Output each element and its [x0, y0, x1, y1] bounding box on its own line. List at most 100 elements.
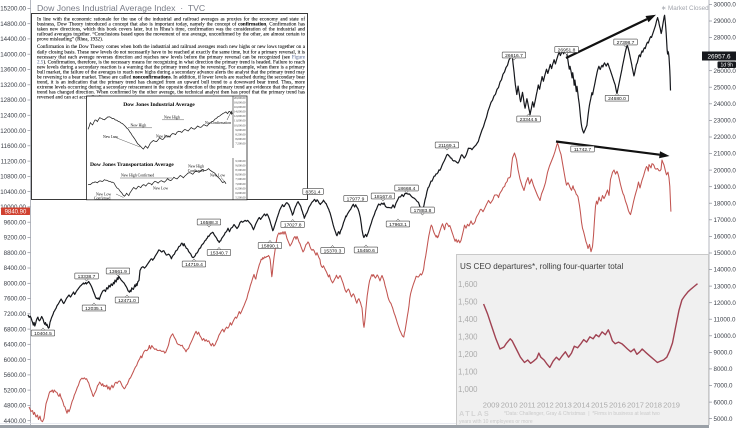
svg-text:15450.6: 15450.6: [357, 248, 375, 254]
svg-text:6000.00: 6000.00: [4, 357, 27, 364]
svg-text:8,500.00: 8,500.00: [235, 132, 246, 136]
svg-text:6400.00: 6400.00: [4, 342, 27, 349]
svg-text:18000.0: 18000.0: [714, 200, 736, 207]
svg-text:5,500.00: 5,500.00: [235, 195, 246, 199]
svg-text:13600.00: 13600.00: [0, 67, 26, 74]
svg-text:24000.0: 24000.0: [714, 101, 736, 108]
svg-text:8,000.00: 8,000.00: [235, 173, 246, 177]
svg-text:23344.5: 23344.5: [520, 117, 538, 123]
svg-text:21000.0: 21000.0: [714, 151, 736, 158]
svg-text:26951.8: 26951.8: [558, 47, 576, 53]
svg-text:11,000.00: 11,000.00: [234, 119, 246, 123]
svg-text:16000.0: 16000.0: [714, 234, 736, 241]
svg-text:18167.6: 18167.6: [374, 194, 392, 200]
svg-text:8,000.00: 8,000.00: [235, 137, 246, 141]
svg-text:12471.0: 12471.0: [118, 298, 136, 304]
svg-text:14000.00: 14000.00: [0, 51, 26, 58]
svg-text:9,000.00: 9,000.00: [235, 164, 246, 168]
svg-text:12800.00: 12800.00: [0, 97, 26, 104]
svg-text:17883.8: 17883.8: [414, 208, 432, 214]
svg-text:10000.0: 10000.0: [714, 333, 736, 340]
svg-text:1,500: 1,500: [458, 297, 478, 306]
svg-text:7000.0: 7000.0: [714, 383, 733, 390]
svg-text:New Low: New Low: [156, 134, 171, 138]
svg-text:12000.0: 12000.0: [714, 300, 736, 307]
svg-text:4800.00: 4800.00: [4, 403, 27, 410]
svg-text:New High: New High: [131, 124, 147, 128]
svg-text:12,000.00: 12,000.00: [234, 114, 246, 118]
svg-text:New High Confirmed: New High Confirmed: [121, 174, 154, 178]
svg-text:1,000: 1,000: [458, 385, 478, 394]
svg-text:11742.7: 11742.7: [574, 147, 592, 153]
svg-text:2013: 2013: [555, 400, 572, 409]
svg-text:17963.1: 17963.1: [389, 222, 407, 228]
svg-text:23000.0: 23000.0: [714, 118, 736, 125]
svg-text:12000.00: 12000.00: [0, 128, 26, 135]
svg-text:13200.00: 13200.00: [0, 82, 26, 89]
svg-text:New Low: New Low: [103, 135, 118, 139]
svg-text:14800.00: 14800.00: [0, 21, 26, 28]
svg-text:2012: 2012: [537, 400, 554, 409]
svg-text:17027.8: 17027.8: [284, 222, 302, 228]
svg-text:17977.9: 17977.9: [347, 196, 365, 202]
svg-text:11200.00: 11200.00: [1, 158, 27, 165]
svg-text:Confirmed: Confirmed: [188, 169, 205, 173]
svg-text:18668.4: 18668.4: [398, 186, 416, 192]
svg-text:14000.0: 14000.0: [714, 267, 736, 274]
svg-text:11000.0: 11000.0: [714, 316, 736, 323]
svg-text:1d 9h: 1d 9h: [720, 63, 733, 69]
svg-text:2009: 2009: [483, 400, 500, 409]
svg-text:New High: New High: [188, 165, 204, 169]
svg-text:New Low: New Low: [96, 193, 111, 197]
svg-text:7,000.00: 7,000.00: [235, 182, 246, 186]
svg-text:15890.1: 15890.1: [261, 243, 279, 249]
svg-text:1,300: 1,300: [458, 332, 478, 341]
svg-text:5600.00: 5600.00: [4, 372, 27, 379]
svg-text:10800.00: 10800.00: [0, 174, 26, 181]
svg-text:14719.4: 14719.4: [185, 262, 203, 268]
svg-text:7600.00: 7600.00: [4, 296, 27, 303]
svg-text:4400.00: 4400.00: [4, 418, 27, 425]
svg-text:9,500.00: 9,500.00: [235, 159, 246, 163]
svg-text:11600.00: 11600.00: [1, 143, 27, 150]
svg-text:24680.0: 24680.0: [608, 96, 626, 102]
svg-text:New Low: New Low: [153, 186, 168, 190]
svg-text:6000.0: 6000.0: [714, 399, 733, 406]
svg-text:15340.7: 15340.7: [210, 250, 228, 256]
svg-text:2019: 2019: [663, 400, 680, 409]
svg-text:18,000.00: 18,000.00: [234, 101, 246, 105]
svg-text:14400.00: 14400.00: [0, 36, 26, 43]
svg-text:5200.00: 5200.00: [4, 387, 27, 394]
svg-text:13661.9: 13661.9: [109, 269, 127, 275]
svg-text:19000.0: 19000.0: [714, 184, 736, 191]
svg-text:26957.6: 26957.6: [707, 54, 731, 61]
svg-text:6,000.00: 6,000.00: [235, 191, 246, 195]
svg-text:2011: 2011: [519, 400, 535, 409]
svg-text:Dow Jones Transportation Avera: Dow Jones Transportation Average: [90, 162, 174, 168]
svg-text:New High: New High: [164, 116, 180, 120]
svg-text:26616.7: 26616.7: [505, 53, 523, 59]
svg-text:9600.00: 9600.00: [4, 219, 27, 226]
svg-text:12400.00: 12400.00: [0, 113, 26, 120]
svg-text:15000.0: 15000.0: [714, 250, 736, 257]
svg-text:9200.00: 9200.00: [4, 235, 27, 242]
svg-text:10404.5: 10404.5: [34, 331, 52, 337]
svg-text:29000.0: 29000.0: [714, 18, 736, 25]
svg-text:15370.3: 15370.3: [324, 248, 342, 254]
svg-text:8800.00: 8800.00: [4, 250, 27, 257]
svg-text:2015: 2015: [591, 400, 608, 409]
svg-text:2016: 2016: [609, 400, 626, 409]
svg-text:7,500.00: 7,500.00: [235, 142, 246, 146]
svg-text:8000.0: 8000.0: [714, 366, 733, 373]
svg-text:8351.4: 8351.4: [306, 189, 321, 195]
svg-text:30000.0: 30000.0: [714, 2, 736, 9]
svg-text:20000.0: 20000.0: [714, 167, 736, 174]
svg-text:9000.0: 9000.0: [714, 350, 733, 357]
svg-text:6,500.00: 6,500.00: [235, 186, 246, 190]
svg-text:No Confirmation: No Confirmation: [205, 121, 231, 125]
svg-text:13338.7: 13338.7: [78, 274, 96, 280]
svg-text:New Low: New Low: [210, 174, 225, 178]
svg-text:16,000.00: 16,000.00: [234, 105, 246, 109]
svg-text:6800.00: 6800.00: [4, 326, 27, 333]
svg-text:1,400: 1,400: [458, 315, 478, 324]
